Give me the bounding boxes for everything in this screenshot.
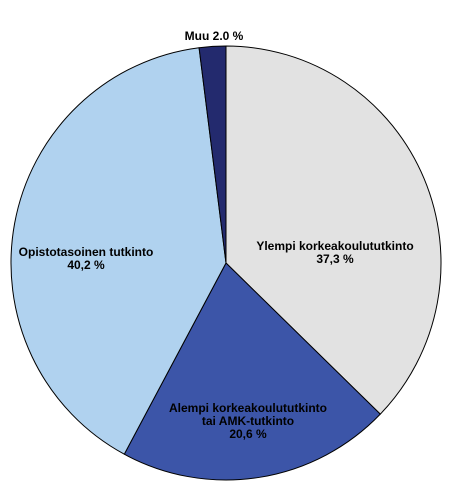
slice-label-3: Muu 2.0 % <box>185 29 244 43</box>
slice-label-0: Ylempi korkeakoulututkinto 37,3 % <box>256 239 413 266</box>
slice-label-3-line-0: Muu 2.0 % <box>185 29 244 43</box>
slices-layer <box>10 45 442 481</box>
pie-slice-1 <box>123 262 381 481</box>
slice-label-2-line-1: 40,2 % <box>67 258 105 272</box>
slice-label-1-line-2: 20,6 % <box>229 427 267 441</box>
slice-label-1-line-0: Alempi korkeakoulututkinto <box>169 401 327 415</box>
slice-label-1-line-1: tai AMK-tutkinto <box>202 414 294 428</box>
pie-slice-2 <box>10 47 227 455</box>
slice-label-0-line-0: Ylempi korkeakoulututkinto <box>256 239 413 253</box>
labels-layer: Ylempi korkeakoulututkinto 37,3 % Alempi k… <box>19 29 414 441</box>
slice-label-2-line-0: Opistotasoinen tutkinto <box>19 245 154 259</box>
slice-label-0-line-1: 37,3 % <box>316 252 354 266</box>
pie-slice-3 <box>198 45 227 264</box>
pie-slice-0 <box>225 45 442 415</box>
slice-label-2: Opistotasoinen tutkinto 40,2 % <box>19 245 154 272</box>
slice-label-1: Alempi korkeakoulututkinto tai AMK-tutkin… <box>169 401 327 441</box>
